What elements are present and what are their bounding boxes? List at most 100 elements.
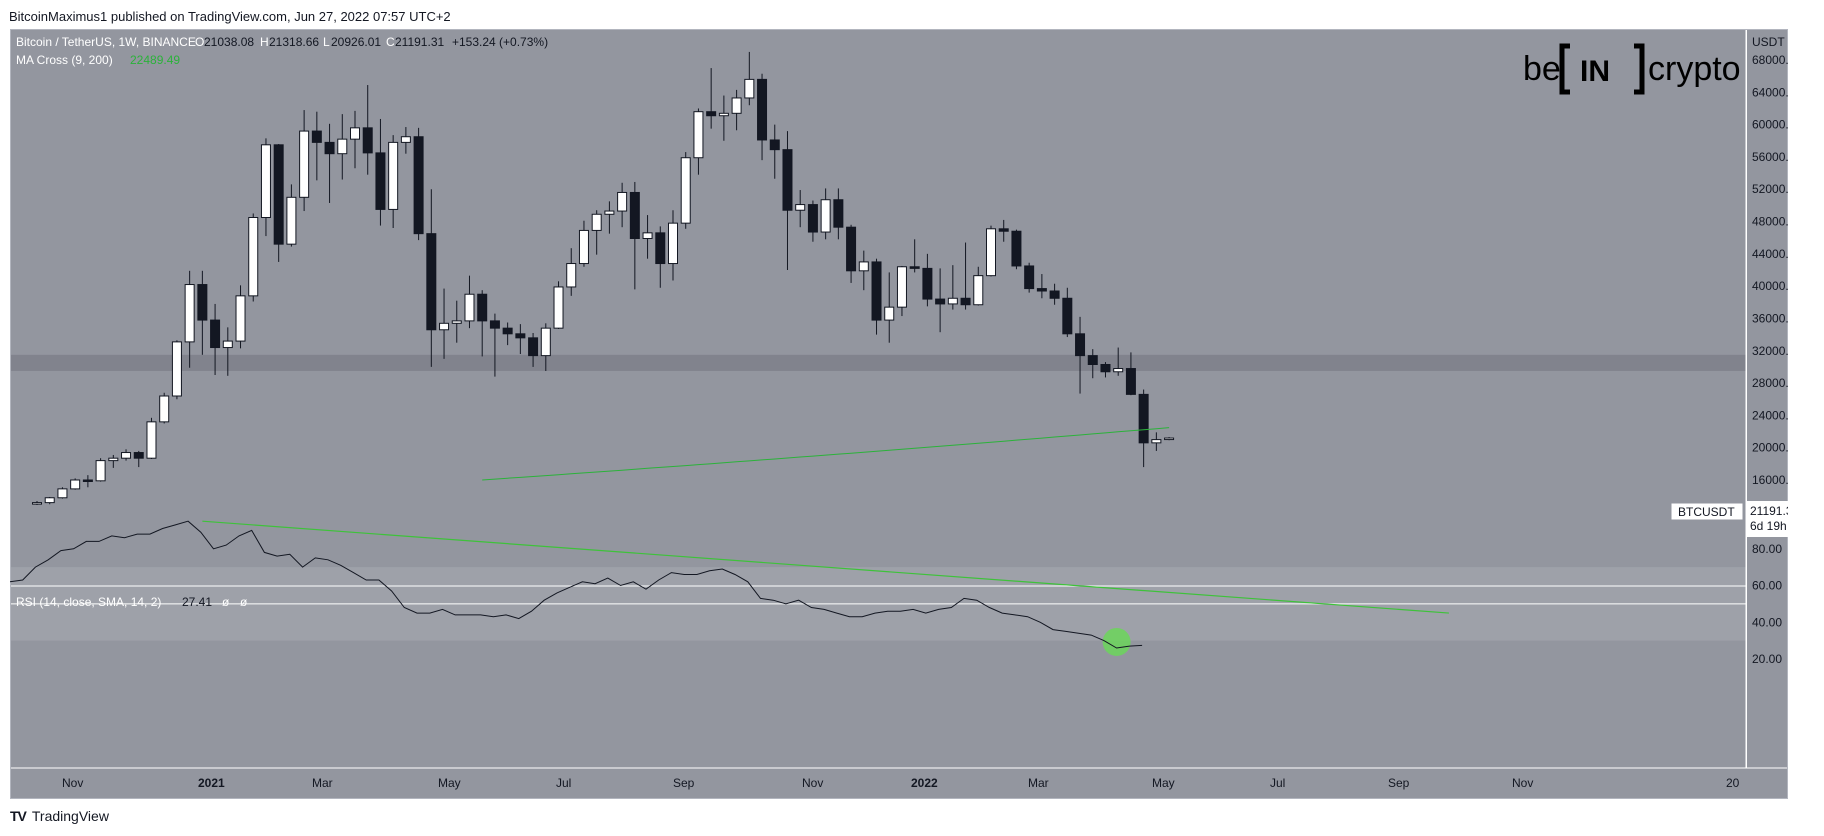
price-tick-label: 68000.00 [1752,53,1788,67]
candle-body [95,460,106,482]
price-tick-label: 24000.00 [1752,408,1788,422]
current-price-bg [1747,501,1788,537]
chart-svg[interactable]: USDT 68000.00 64000.00 60000.00 56000.00 520… [10,29,1788,799]
candle-body [655,232,666,265]
candle-body [604,210,615,215]
candle-body [1049,290,1060,299]
price-tick-label: 32000.00 [1752,344,1788,358]
candle-body [350,127,360,140]
candle-body [578,229,589,265]
candle-body [133,452,144,459]
candle-body [146,421,157,459]
logo-bracket-right [1634,43,1645,95]
candle-body [617,191,628,212]
candle-body [909,266,920,269]
candle-body [324,141,335,155]
time-axis-label: Sep [673,776,695,790]
candle-body [439,322,450,331]
symbol-tag-bg [1670,502,1744,521]
price-tick-label: 36000.00 [1752,311,1788,325]
candle-body [121,452,132,459]
time-axis-label: Nov [1512,776,1533,790]
candle-body [1113,368,1124,373]
legend-rsi-extra-1: ø [222,595,230,609]
candle-body [744,78,755,99]
price-tick-label: 44000.00 [1752,247,1788,261]
rsi-tick-label: 80.00 [1752,542,1782,556]
candle-body [528,337,539,357]
candle-body [388,141,399,210]
candle-body [998,228,1009,232]
candle-body [731,97,742,114]
time-axis-label: Mar [312,776,333,790]
legend: Bitcoin / TetherUS, 1W, BINANCE O 21038.… [16,35,548,609]
candle-body [171,341,182,397]
candle-body [1164,437,1175,441]
legend-ma-label: MA Cross (9, 200) [16,53,113,67]
logo-crypto: crypto [1648,50,1741,88]
candle-body [757,78,768,141]
published-line: BitcoinMaximus1 published on TradingView… [9,9,451,24]
candle-body [986,228,996,277]
candle-body [489,320,500,329]
candle-body [807,204,818,233]
candle-body [1151,439,1162,444]
candle-body [299,130,310,198]
price-tick-label: 56000.00 [1752,150,1788,164]
legend-rsi-label: RSI (14, close, SMA, 14, 2) [16,595,161,609]
candle-body [197,284,208,321]
candle-body [426,233,437,331]
candle-body [32,502,42,505]
rsi-trendline [202,520,1449,614]
legend-ma-value: 22489.49 [130,53,180,67]
footer-brand[interactable]: TradingView [31,808,109,824]
candle-body [896,266,907,308]
logo-bracket-left [1559,43,1570,95]
price-scale-ticks: 68000.00 64000.00 60000.00 56000.00 52000.00… [1752,53,1788,487]
candle-body [159,395,170,423]
candle-body [70,479,81,490]
candle-body [1100,364,1111,373]
tradingview-logo-icon[interactable]: TV [10,808,27,824]
candle-body [782,149,793,211]
candle-body [922,267,933,300]
legend-open-value: 21038.08 [204,35,254,49]
time-axis-label: 2022 [911,776,938,790]
candle-body [286,196,297,245]
legend-symbol: Bitcoin / TetherUS, 1W, BINANCE [16,35,196,49]
bar-countdown: 6d 19h [1750,519,1787,533]
candle-body [273,144,284,245]
candle-body [222,340,233,349]
candle-body [884,306,895,321]
price-tick-label: 20000.00 [1752,441,1788,455]
candle-body [235,295,246,342]
candle-body [935,298,946,305]
candle-body [680,157,691,224]
time-axis-label: Nov [802,776,823,790]
candle-body [820,199,831,233]
candle-body [795,204,806,211]
candle-body [502,327,513,335]
rsi-line [10,520,1143,649]
time-axis-label: Jul [1270,776,1285,790]
candles-layer [32,51,1175,506]
candle-body [693,111,704,159]
logo-in: IN [1580,55,1610,88]
rsi-tick-label: 60.00 [1752,579,1782,593]
candle-body [1075,333,1086,357]
candle-body [833,199,844,228]
price-scale-bg[interactable] [1747,30,1787,798]
legend-close-label: C [386,35,395,49]
candle-body [846,226,857,272]
candle-body [591,213,602,231]
logo-be: be [1523,50,1561,88]
candle-body [362,127,373,154]
candle-body [540,327,551,357]
legend-open-label: O [195,35,204,49]
time-axis-label: Sep [1388,776,1410,790]
time-axis-label: Nov [62,776,83,790]
legend-change: +153.24 (+0.73%) [452,35,548,49]
candle-body [1011,230,1022,267]
time-axis-bg[interactable] [11,768,1787,798]
candle-body [44,497,55,504]
